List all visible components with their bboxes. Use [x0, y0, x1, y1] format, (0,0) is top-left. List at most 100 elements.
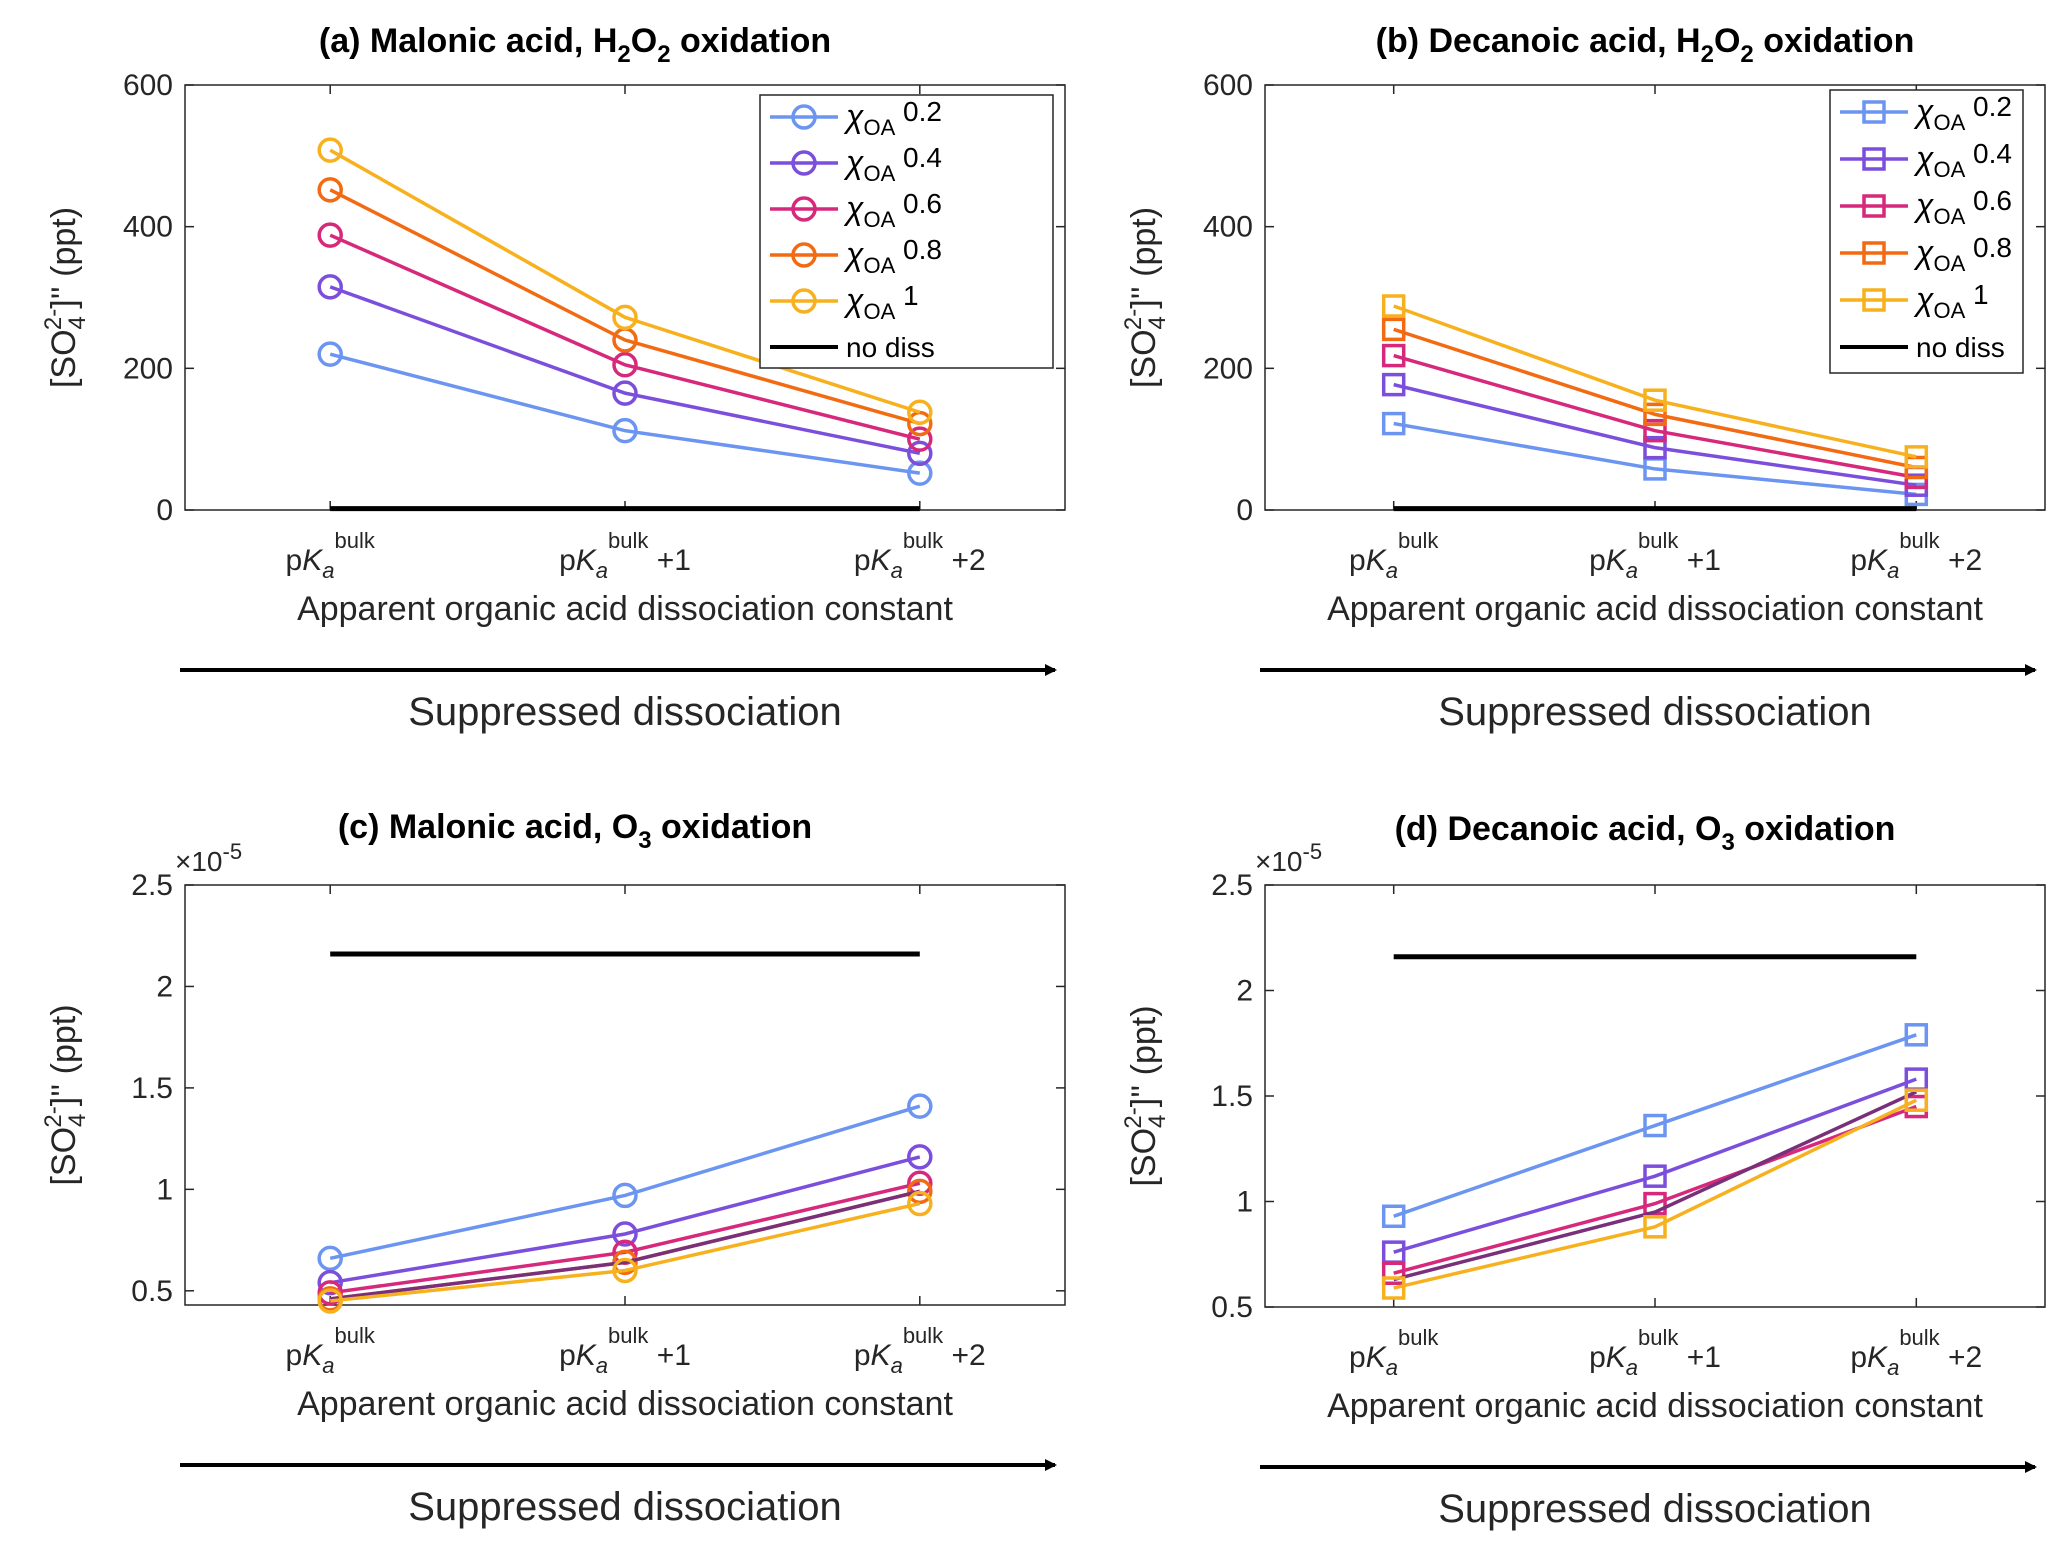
exponent-power: -5 [1303, 839, 1323, 864]
title-text: oxidation [1754, 22, 1915, 60]
tick-text: K [1366, 544, 1388, 577]
tick-text: p [1349, 544, 1366, 577]
data-point-x0.2 [1381, 1204, 1406, 1229]
series-line-x1 [330, 1201, 921, 1303]
legend-label: χOA 0.8 [1913, 232, 2012, 276]
data-point-x0.2 [612, 1182, 638, 1209]
legend-label: χOA 0.2 [1913, 91, 2012, 135]
data-point-x0.4 [1643, 435, 1667, 460]
tick-text: p [854, 1339, 871, 1372]
series-line-extra [1393, 1090, 1918, 1282]
data-point-x0.2 [907, 1093, 933, 1119]
series-line-x0.2 [1393, 1033, 1917, 1218]
tick-superscript: bulk [334, 1323, 375, 1348]
legend-marker [1862, 241, 1886, 265]
data-point-x0.2 [1904, 1023, 1929, 1047]
series-line-x0.6 [329, 233, 921, 441]
legend-chi: χ [1913, 281, 1934, 317]
tick-text: +1 [648, 1339, 691, 1372]
legend-subscript: OA [863, 115, 895, 140]
series-line-x1 [329, 148, 921, 414]
tick-text: p [1850, 1341, 1867, 1374]
x-tick-label: pKabulk +1 [559, 528, 691, 583]
ylabel-text: [SO [45, 329, 83, 388]
series-line-x1 [1393, 1098, 1918, 1290]
series-line-x0.4 [329, 285, 921, 456]
title-subscript: 2 [657, 41, 670, 68]
tick-superscript: bulk [1398, 528, 1439, 553]
exponent-base: ×10 [175, 846, 223, 877]
ylabel-subscript: 4 [64, 316, 91, 329]
data-point-x1 [907, 399, 933, 425]
title-subscript: 3 [638, 827, 651, 854]
x-tick-label: pKabulk +2 [1850, 1325, 1982, 1380]
legend-box [759, 94, 1054, 369]
legend-marker [791, 104, 817, 130]
tick-subscript: a [1887, 1355, 1899, 1380]
title-text: (c) Malonic acid, O [338, 808, 638, 846]
legend-value: 1 [895, 280, 918, 311]
data-point-x1 [1643, 1215, 1667, 1239]
y-tick-label: 600 [1203, 69, 1253, 102]
tick-subscript: a [891, 558, 903, 583]
y-tick-label: 1.5 [1211, 1080, 1253, 1113]
title-text: (a) Malonic acid, H [319, 22, 618, 60]
exponent-power: -5 [223, 839, 243, 864]
arrow-label: Suppressed dissociation [1438, 1487, 1872, 1531]
legend-chi: χ [843, 236, 864, 272]
series-line-x0.2 [329, 1104, 921, 1261]
y-tick-label: 600 [123, 69, 173, 102]
tick-subscript: a [1626, 558, 1638, 583]
tick-text: K [1606, 1341, 1628, 1374]
series-line-x0.2 [329, 352, 921, 475]
tick-text: p [1589, 544, 1606, 577]
title-text: oxidation [1735, 810, 1896, 848]
data-point-x0.2 [1643, 1113, 1667, 1138]
series-line-x0.4 [329, 1155, 921, 1285]
data-point-x0.2 [317, 341, 343, 367]
legend-value: 0.8 [895, 234, 942, 265]
tick-text: K [576, 544, 598, 577]
title-text: oxidation [671, 22, 832, 60]
y-axis-label: [SO42-]'' (ppt) [1120, 1005, 1171, 1186]
x-tick-label: pKabulk [1349, 1325, 1439, 1380]
data-point-x0.2 [1381, 411, 1406, 436]
x-tick-label: pKabulk [286, 528, 376, 583]
tick-text: p [1850, 544, 1867, 577]
legend-label: χOA 0.4 [1913, 138, 2012, 182]
data-point-x0.4 [1643, 1164, 1667, 1188]
series-line-extra [329, 1189, 921, 1301]
x-tick-label: pKabulk +1 [559, 1323, 691, 1378]
tick-text: K [871, 1339, 893, 1372]
ylabel-superscript: 2- [1120, 1107, 1147, 1128]
legend-subscript: OA [863, 207, 895, 232]
title-text: (d) Decanoic acid, O [1395, 810, 1722, 848]
legend-marker [1862, 147, 1886, 171]
y-tick-label: 200 [123, 352, 173, 385]
x-tick-label: pKabulk [1349, 528, 1439, 583]
series-line-x0.6 [1393, 353, 1917, 480]
legend-marker [1862, 100, 1886, 124]
ylabel-text: ]'' (ppt) [45, 207, 83, 309]
legend-value: 0.6 [895, 188, 942, 219]
legend-value: 0.8 [1965, 232, 2012, 263]
x-tick-label: pKabulk +2 [854, 528, 986, 583]
panel-b: (b) Decanoic acid, H2O2 oxidation0200400… [1120, 22, 2046, 734]
ylabel-text: [SO [45, 1127, 83, 1186]
panel-c: (c) Malonic acid, O3 oxidation 0.5 1 1.5 2 2.… [40, 808, 1066, 1529]
data-point-x0.2 [612, 417, 638, 444]
tick-text: +2 [943, 1339, 986, 1372]
x-tick-label: pKabulk +1 [1589, 528, 1721, 583]
tick-text: p [559, 1339, 576, 1372]
legend-value: 0.2 [895, 96, 942, 127]
data-point-x1 [317, 137, 343, 163]
tick-subscript: a [891, 1353, 903, 1378]
tick-superscript: bulk [608, 528, 649, 553]
series-line-x1 [1393, 304, 1917, 459]
ylabel-text: [SO [1125, 329, 1163, 388]
legend-subscript: OA [863, 161, 895, 186]
data-point-x0.8 [907, 1178, 933, 1205]
tick-text: K [1366, 1341, 1388, 1374]
